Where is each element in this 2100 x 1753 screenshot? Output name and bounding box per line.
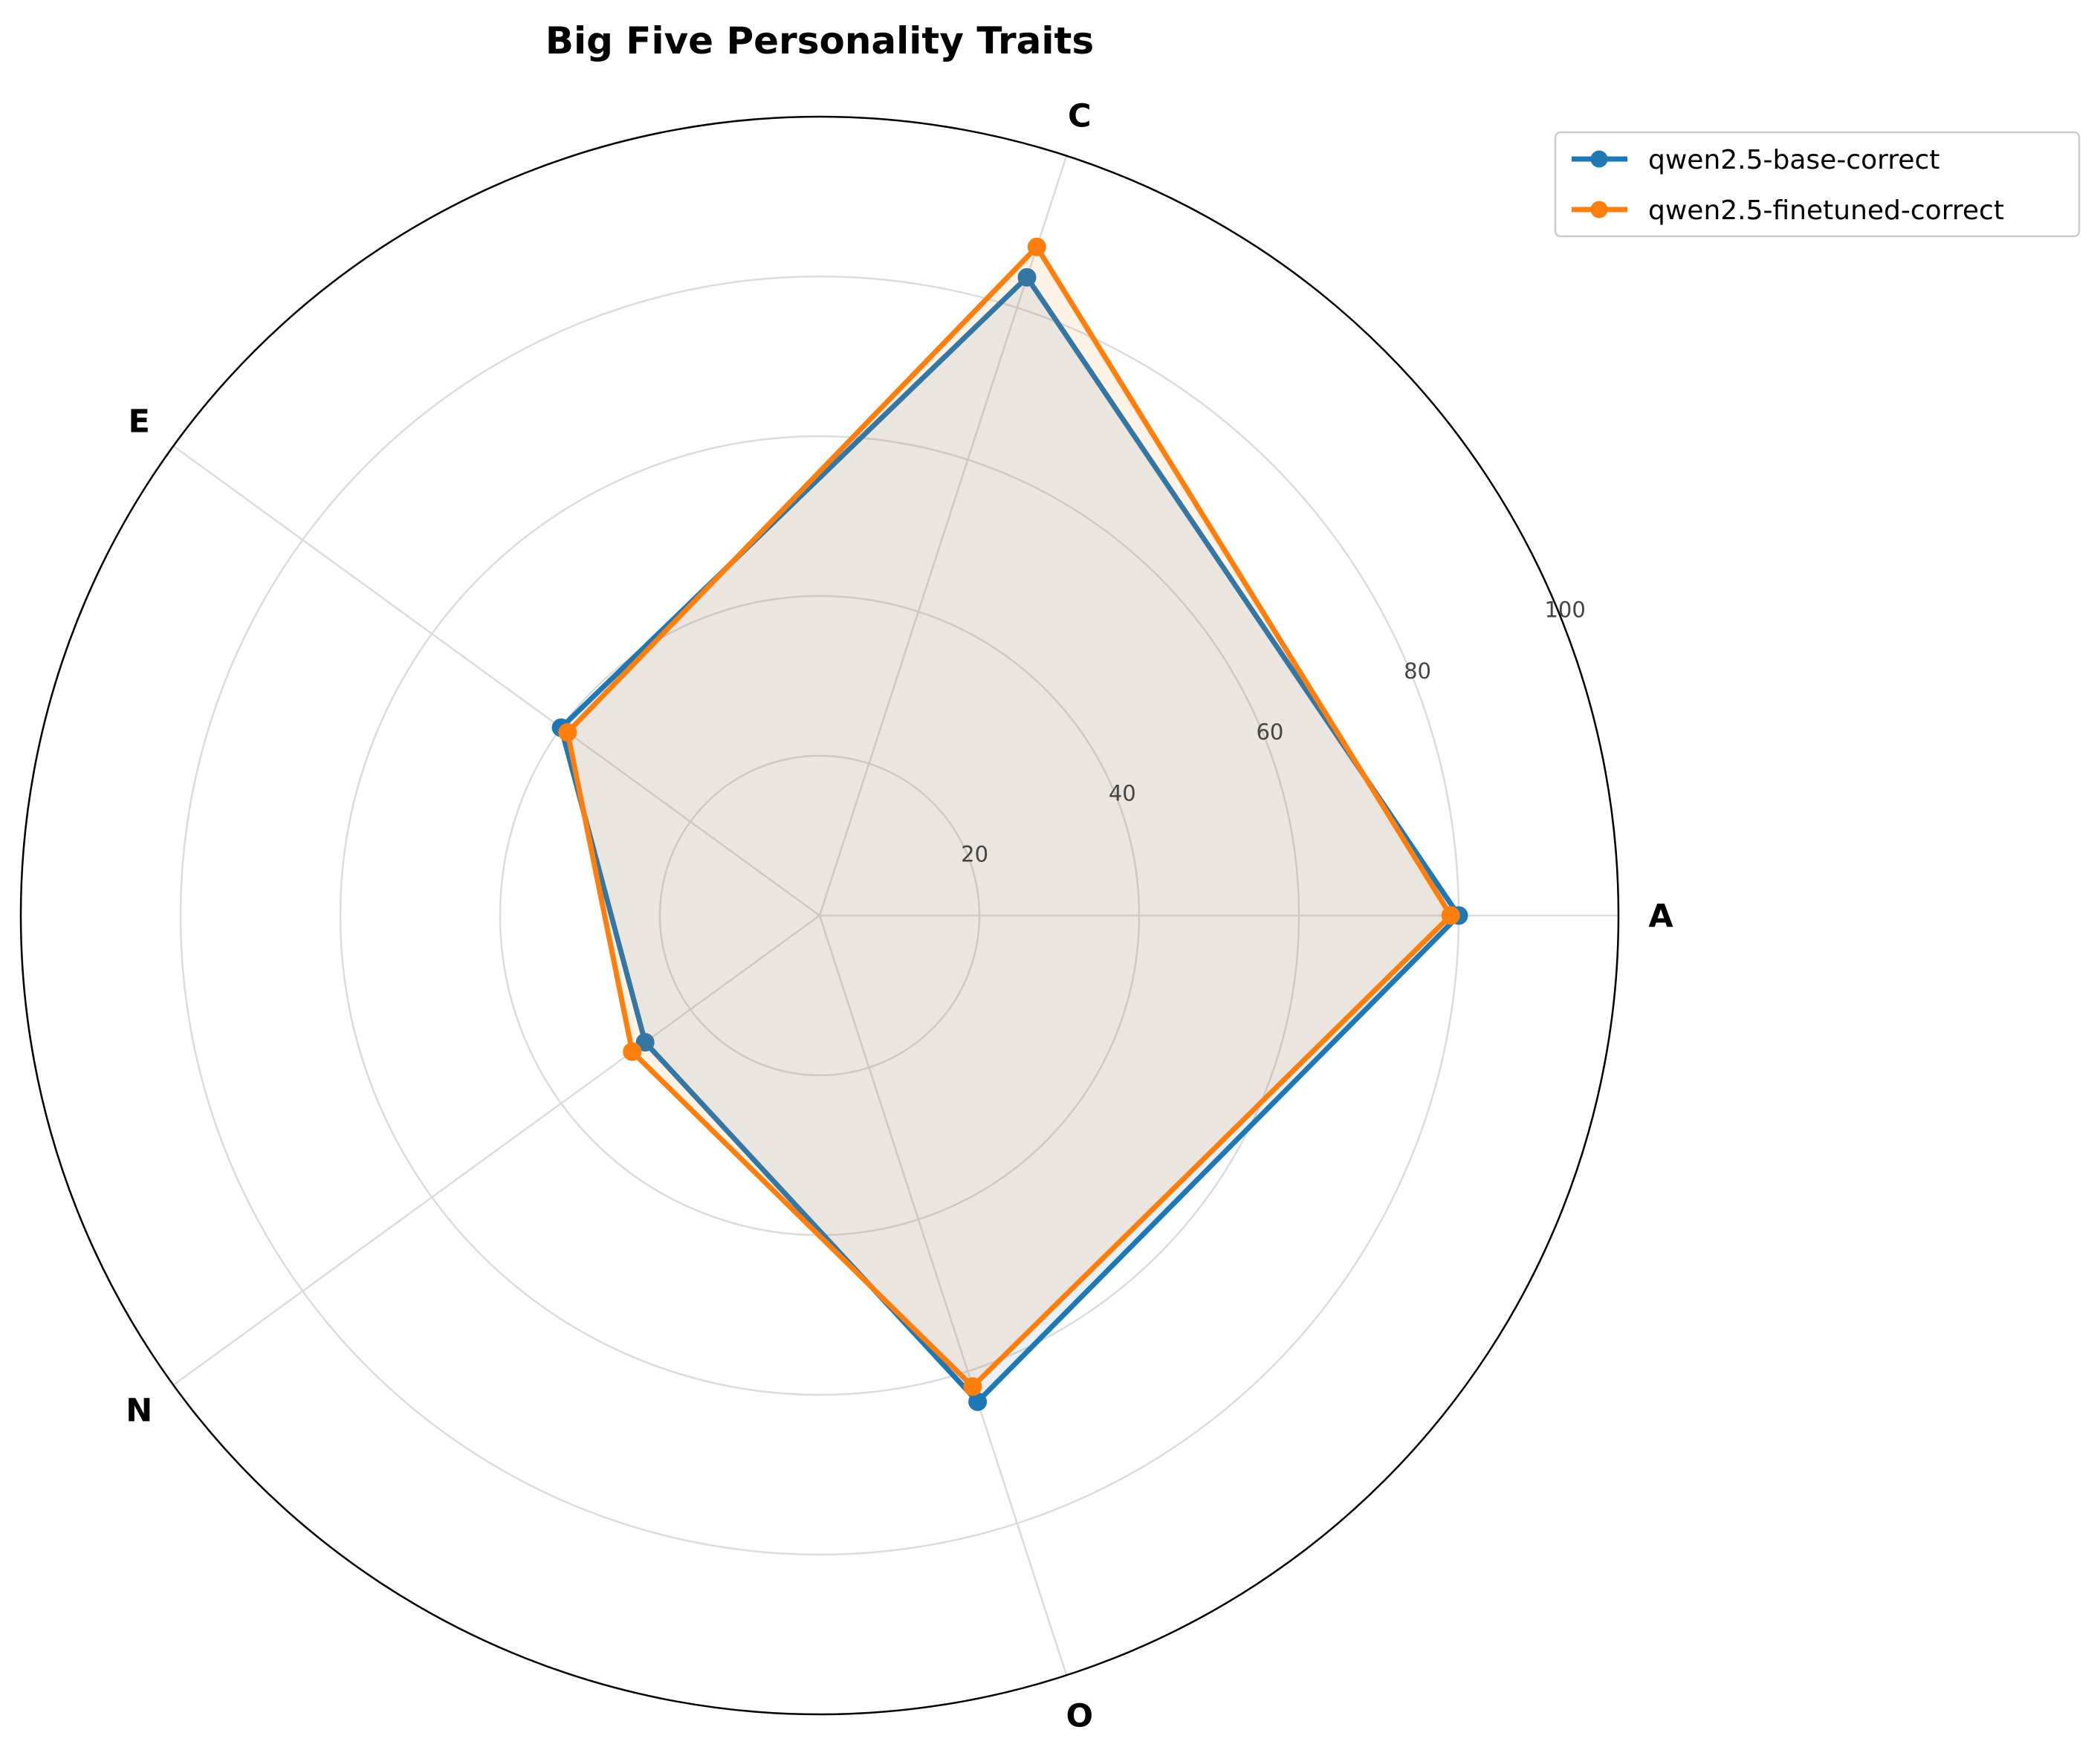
series-line-1 [558,274,1462,1404]
category-label: N [126,1392,152,1429]
data-point-2-o [963,1377,982,1396]
label-layer: 20 40 60 80 100 A C E N O [126,97,1673,1734]
series-fill-1 [561,277,1459,1402]
r-tick-label: 60 [1256,719,1283,745]
r-tick-label: 80 [1404,658,1431,684]
r-tick-label: 40 [1109,780,1136,806]
data-point-2-n [623,1042,642,1061]
legend-box [1554,131,2081,238]
series-layer [551,237,1468,1411]
data-point-1-n [635,1033,655,1052]
legend-label-1: qwen2.5-base-correct [1648,145,1939,175]
r-tick-label: 20 [961,842,988,867]
legend: qwen2.5-base-correct qwen2.5-finetuned-co… [1554,131,2081,238]
series-fill-2 [567,247,1451,1387]
data-point-2-e [558,723,577,742]
spoke-line-n [172,914,820,1386]
category-label: C [1068,97,1092,135]
category-label: O [1066,1698,1094,1735]
spoke-line-o [818,915,1068,1676]
data-point-2-a [1441,906,1460,925]
category-label: E [129,404,150,441]
outer-frame [19,115,1620,1716]
chart-title: Big Five Personality Traits [545,19,1094,62]
data-point-2-c [1027,237,1046,256]
legend-marker-2 [1590,201,1608,218]
category-label: A [1648,898,1673,935]
r-tick-label: 100 [1544,597,1585,623]
spoke-line-e [172,445,820,917]
data-point-1-c [1017,268,1037,287]
series-line-2 [565,244,1454,1390]
legend-label-2: qwen2.5-finetuned-correct [1648,195,2004,226]
legend-marker-1 [1590,150,1608,168]
